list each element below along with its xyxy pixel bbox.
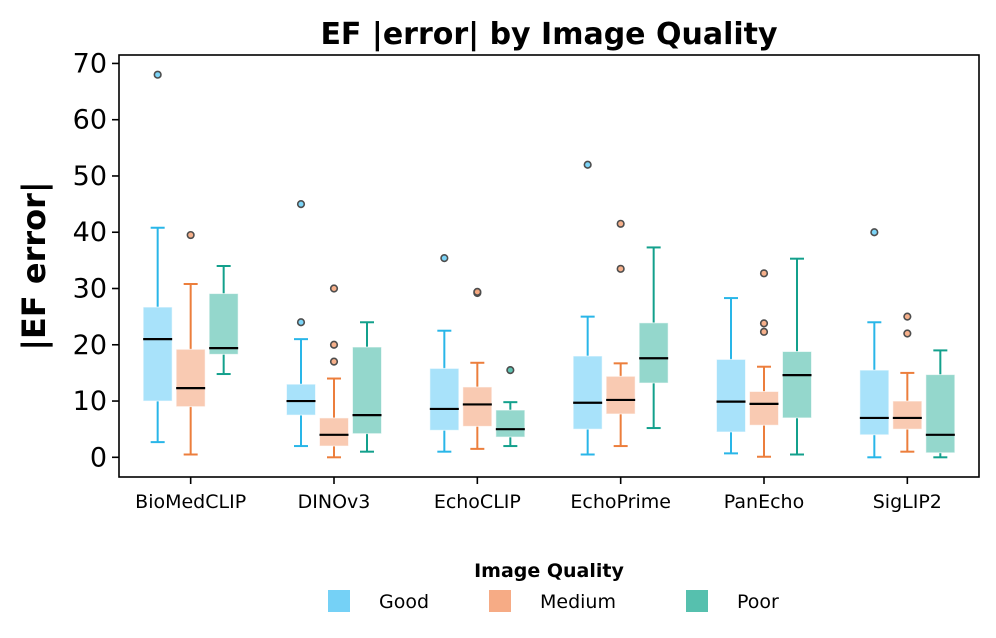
outlier-medium-echoclip [473,287,482,296]
outlier-medium-panecho [759,319,769,328]
box-good-biomedclip [142,306,173,402]
legend-label-good: Good [379,591,429,613]
y-tick-label: 40 [73,217,107,248]
box-good-siglip2 [859,369,890,436]
x-tick-label: PanEcho [724,491,804,513]
box-poor-echoprime [638,322,669,384]
y-tick-label: 60 [73,105,107,136]
outlier-medium-biomedclip [186,230,195,240]
legend: Image Quality Good Medium Poor [328,560,779,613]
outlier-good-siglip2 [870,228,879,237]
outlier-medium-siglip2 [903,312,912,321]
legend-label-poor: Poor [737,591,779,613]
y-tick-label: 30 [73,274,107,305]
box-good-panecho [716,358,746,433]
box-poor-biomedclip [208,293,239,355]
outlier-good-dinov3 [296,318,306,327]
outlier-medium-panecho [759,269,769,278]
plot-area: 0 10 20 30 40 50 60 70 BioMedCLIP DINOv3 EchoCLIP E… [73,48,980,513]
x-tick-label: BioMedCLIP [135,491,246,513]
box-poor-dinov3 [352,346,382,435]
box-medium-echoclip [462,386,493,427]
box-poor-echoclip [495,409,526,438]
legend-swatch-medium [489,590,511,612]
outlier-good-echoclip [440,254,449,263]
outlier-medium-siglip2 [903,329,912,338]
y-tick-label: 50 [73,161,107,192]
outlier-good-echoprime [583,160,592,169]
box-poor-panecho [782,351,812,419]
outlier-good-biomedclip [153,70,162,79]
outlier-medium-dinov3 [329,340,339,349]
box-good-echoclip [429,367,460,431]
outlier-medium-echoprime [616,219,625,228]
legend-swatch-good [328,590,350,612]
outlier-medium-dinov3 [329,284,339,293]
box-good-echoprime [572,355,603,430]
chart-title: EF |error| by Image Quality [320,17,778,52]
outlier-medium-panecho [759,327,769,336]
y-axis-label: |EF error| [15,181,54,350]
box-medium-siglip2 [892,400,923,430]
axes-frame [118,54,980,478]
legend-label-medium: Medium [540,591,616,613]
box-medium-biomedclip [175,348,206,408]
x-tick-label: DINOv3 [298,491,371,513]
box-poor-siglip2 [925,374,956,454]
legend-title: Image Quality [474,560,624,582]
x-tick-label: SigLIP2 [873,491,942,513]
box-good-dinov3 [286,383,316,416]
y-tick-label: 0 [90,442,107,473]
outlier-poor-echoclip [506,365,515,375]
x-tick-label: EchoCLIP [434,491,521,513]
outlier-medium-dinov3 [329,357,339,366]
box-medium-panecho [749,390,779,426]
y-tick-label: 70 [73,48,107,79]
x-tick-label: EchoPrime [570,491,671,513]
y-tick-label: 20 [73,330,107,361]
box-medium-echoprime [605,375,636,415]
legend-swatch-poor [686,590,708,612]
box-medium-dinov3 [319,417,349,447]
outlier-medium-echoprime [616,264,625,273]
outlier-good-dinov3 [296,200,306,209]
y-tick-label: 10 [73,386,107,417]
